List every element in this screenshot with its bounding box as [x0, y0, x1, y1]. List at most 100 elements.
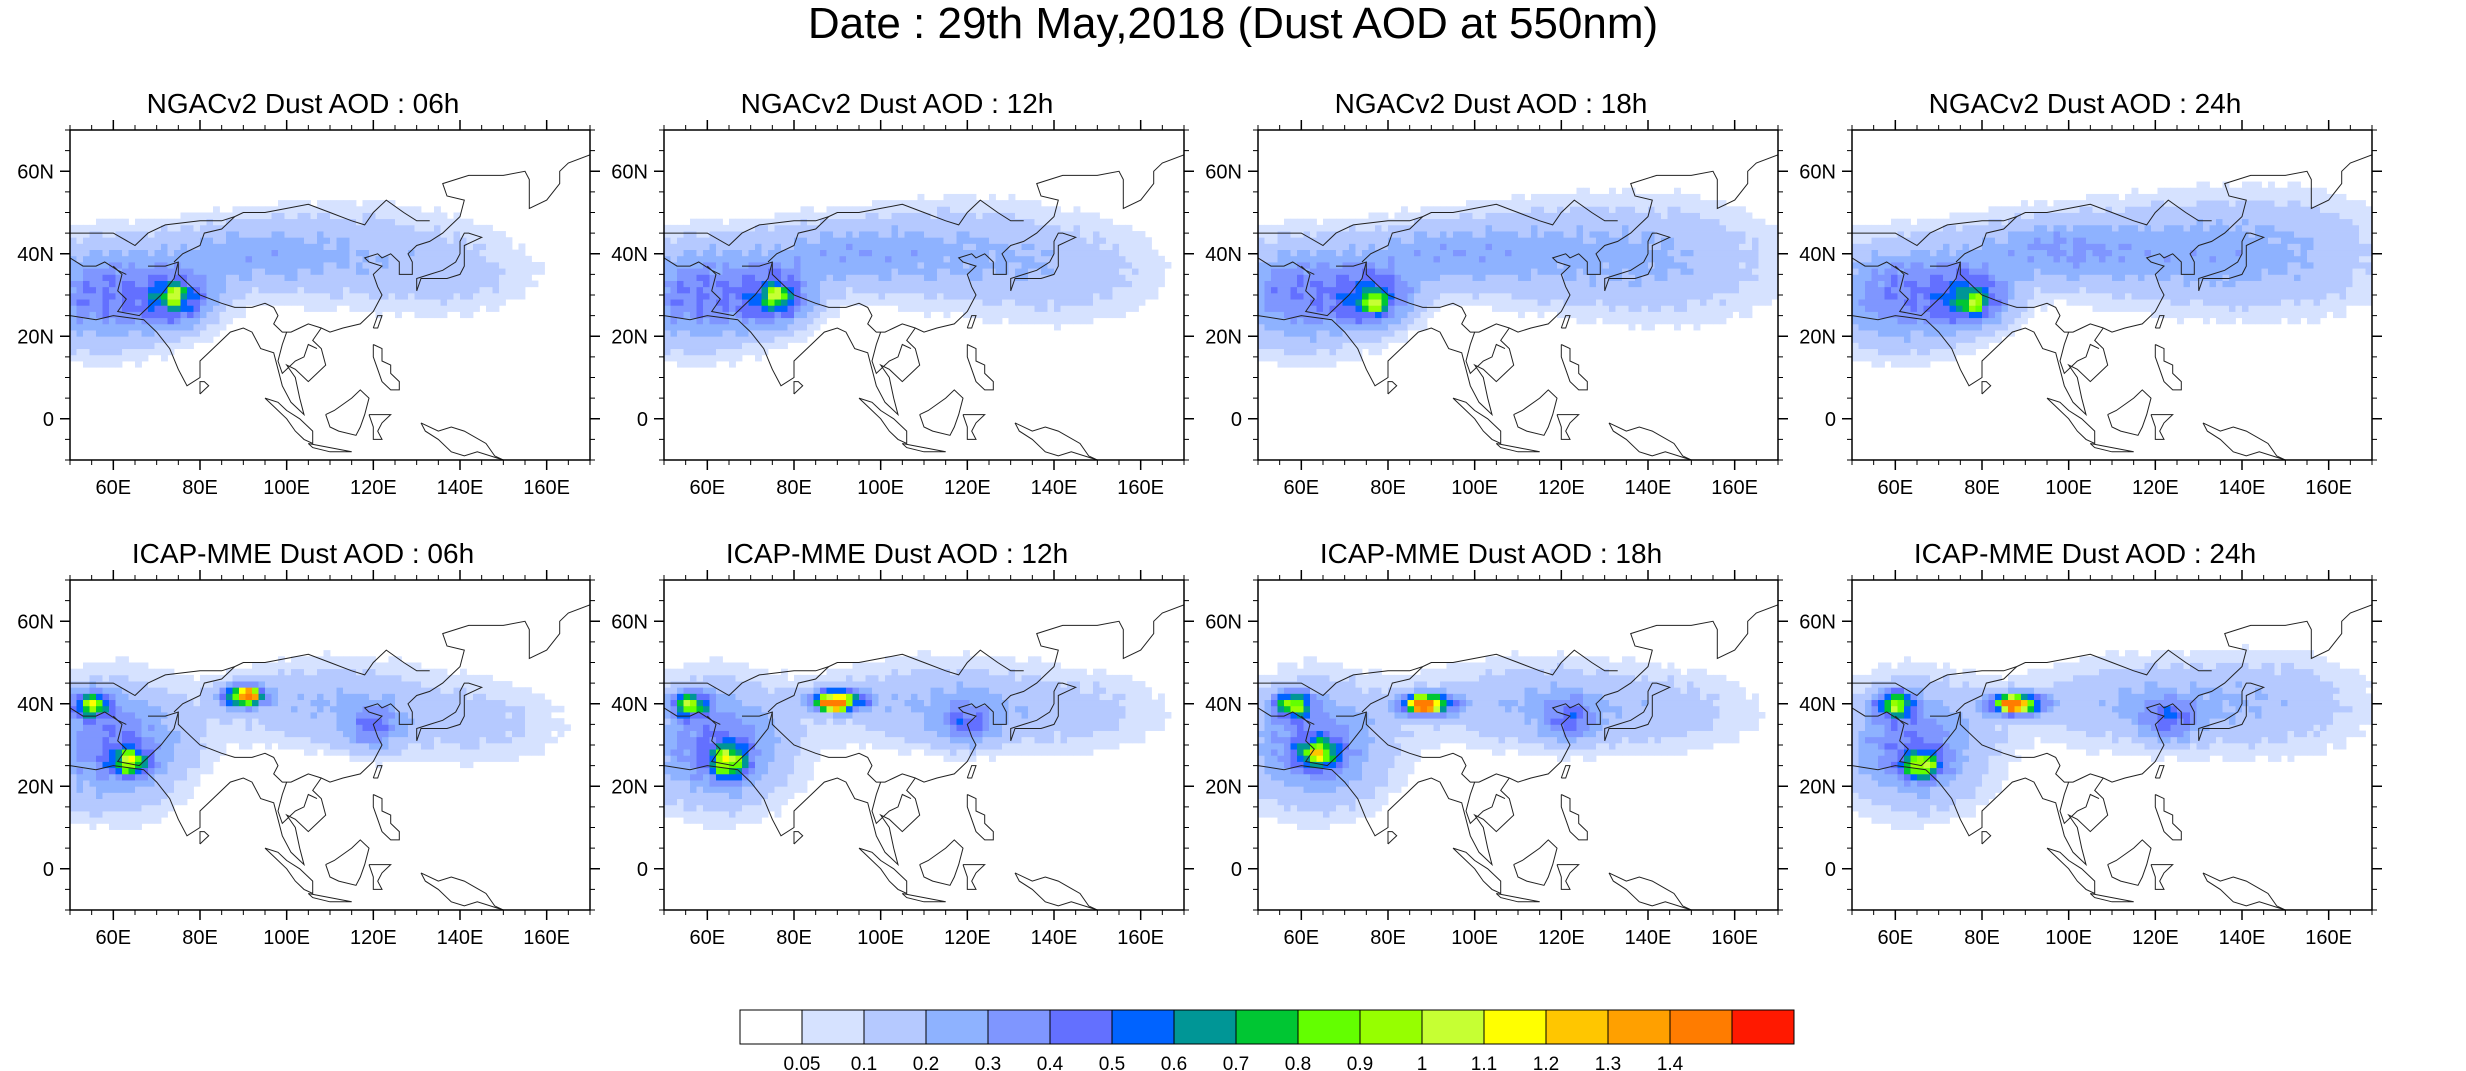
aod-cell	[1158, 274, 1165, 281]
aod-cell	[774, 286, 782, 294]
aod-cell	[1125, 262, 1133, 269]
aod-cell	[1375, 323, 1382, 331]
aod-cell	[1602, 206, 1610, 213]
aod-cell	[937, 206, 944, 213]
aod-cell	[1654, 193, 1662, 201]
aod-cell	[148, 280, 155, 288]
aod-cell	[1407, 212, 1415, 220]
aod-cell	[239, 249, 246, 257]
aod-cell	[898, 268, 905, 275]
aod-cell	[258, 243, 266, 251]
aod-cell	[1401, 249, 1408, 257]
aod-cell	[1316, 361, 1324, 368]
aod-cell	[677, 348, 684, 356]
aod-cell	[1628, 311, 1636, 319]
aod-cell	[839, 243, 847, 251]
aod-cell	[414, 292, 422, 300]
coastline	[664, 199, 1024, 247]
aod-cell	[963, 249, 970, 257]
aod-cell	[911, 299, 918, 306]
aod-cell	[187, 262, 194, 269]
aod-cell	[369, 237, 376, 244]
aod-cell	[213, 255, 220, 263]
aod-cell	[976, 299, 983, 306]
aod-cell	[1589, 200, 1597, 207]
aod-cell	[1576, 255, 1584, 263]
aod-cell	[96, 305, 103, 312]
aod-cell	[479, 286, 487, 294]
aod-cell	[213, 243, 220, 251]
aod-cell	[447, 292, 454, 300]
aod-cell	[748, 231, 756, 238]
aod-cell	[369, 255, 376, 263]
aod-cell	[1310, 336, 1317, 343]
aod-cell	[1544, 243, 1551, 251]
aod-cell	[898, 299, 905, 306]
aod-cell	[486, 249, 493, 257]
aod-cell	[1852, 311, 1859, 319]
aod-cell	[1277, 342, 1285, 350]
aod-cell	[807, 280, 814, 288]
aod-cell	[1596, 268, 1603, 275]
aod-cell	[703, 292, 710, 300]
aod-cell	[917, 292, 925, 300]
aod-cell	[1459, 299, 1467, 306]
aod-cell	[1466, 224, 1473, 232]
aod-cell	[761, 218, 769, 226]
aod-cell	[1086, 274, 1094, 281]
aod-cell	[89, 262, 97, 269]
aod-cell	[460, 262, 467, 269]
aod-cell	[1303, 354, 1311, 362]
aod-cell	[917, 212, 925, 220]
aod-cell	[1277, 274, 1285, 281]
aod-cell	[742, 262, 749, 269]
aod-cell	[709, 218, 717, 226]
aod-cell	[278, 218, 285, 226]
aod-cell	[963, 231, 970, 238]
aod-cell	[109, 292, 116, 300]
aod-cell	[1119, 305, 1126, 312]
aod-cell	[297, 224, 305, 232]
aod-cell	[677, 305, 684, 312]
aod-cell	[1316, 237, 1324, 244]
aod-cell	[206, 249, 214, 257]
aod-cell	[1028, 206, 1035, 213]
aod-cell	[742, 348, 749, 356]
aod-cell	[258, 262, 266, 269]
aod-cell	[1505, 237, 1512, 244]
aod-cell	[1674, 206, 1681, 213]
aod-cell	[115, 237, 123, 244]
aod-cell	[1878, 224, 1885, 232]
aod-cell	[1433, 218, 1441, 226]
aod-cell	[1615, 212, 1623, 220]
aod-cell	[1518, 280, 1525, 288]
aod-cell	[859, 280, 866, 288]
aod-cell	[1589, 274, 1597, 281]
aod-cell	[1479, 274, 1486, 281]
aod-cell	[1635, 206, 1642, 213]
aod-cell	[375, 268, 383, 275]
aod-cell	[865, 286, 873, 294]
aod-cell	[193, 330, 201, 337]
aod-cell	[239, 206, 246, 213]
aod-cell	[859, 237, 866, 244]
aod-cell	[1297, 348, 1304, 356]
aod-cell	[976, 237, 983, 244]
aod-cell	[128, 255, 136, 263]
aod-cell	[1622, 311, 1629, 319]
aod-cell	[1557, 305, 1564, 312]
aod-cell	[1661, 274, 1668, 281]
aod-cell	[716, 255, 723, 263]
aod-cell	[1745, 274, 1753, 281]
aod-cell	[768, 299, 775, 306]
aod-cell	[213, 274, 220, 281]
aod-cell	[447, 249, 454, 257]
aod-cell	[1878, 330, 1885, 337]
aod-cell	[239, 286, 246, 294]
aod-cell	[180, 292, 188, 300]
aod-cell	[1297, 224, 1304, 232]
aod-cell	[492, 255, 500, 263]
aod-cell	[349, 206, 357, 213]
aod-cell	[1674, 187, 1681, 195]
aod-cell	[115, 311, 123, 319]
